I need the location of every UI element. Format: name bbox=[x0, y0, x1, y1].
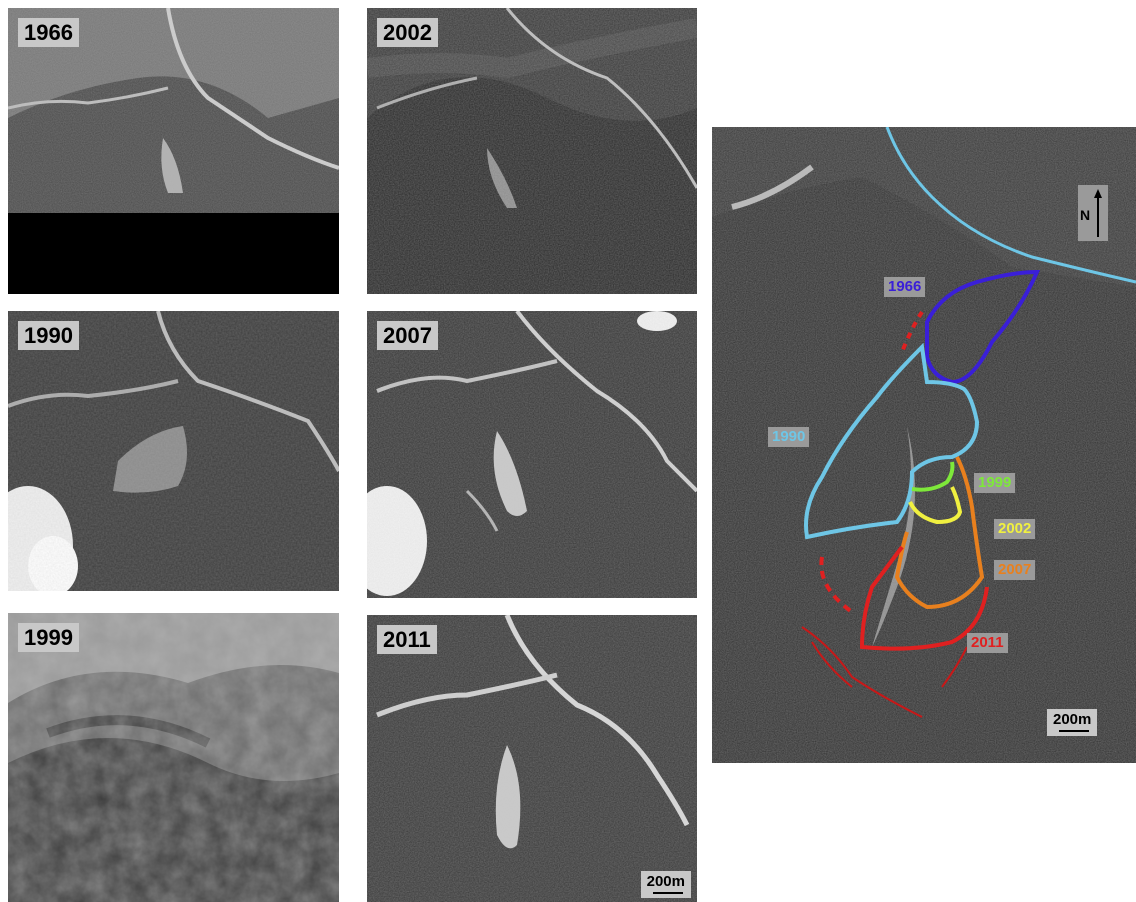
outline-label-2002: 2002 bbox=[994, 519, 1036, 539]
scale-bar: 200m bbox=[640, 871, 691, 898]
photo-panel-1966: 1966 bbox=[8, 8, 339, 294]
year-label: 1999 bbox=[18, 623, 79, 652]
outline-2011 bbox=[859, 545, 989, 651]
aerial-photo-2011 bbox=[367, 615, 697, 902]
outline-label-1966: 1966 bbox=[884, 277, 926, 297]
outline-1990 bbox=[804, 342, 980, 540]
year-label: 2007 bbox=[377, 321, 438, 350]
aerial-photo-2002 bbox=[367, 8, 697, 294]
river-line bbox=[885, 127, 1136, 284]
year-label: 2011 bbox=[377, 625, 437, 654]
overview-map: N 1966 1990 1999 2002 2007 2011 200m bbox=[712, 127, 1136, 763]
photo-panel-1990: 1990 bbox=[8, 311, 339, 591]
map-scale-bar: 200m bbox=[1047, 709, 1098, 736]
outline-label-1999: 1999 bbox=[974, 473, 1016, 493]
year-label: 2002 bbox=[377, 18, 438, 47]
photo-panel-1999: 1999 bbox=[8, 613, 339, 902]
north-label: N bbox=[1080, 207, 1091, 223]
outline-2007 bbox=[894, 456, 985, 610]
outline-2011-dashed bbox=[819, 556, 854, 614]
outline-dashed-north bbox=[900, 310, 924, 353]
scale-line bbox=[652, 892, 683, 894]
north-arrow-icon bbox=[1094, 189, 1102, 237]
photo-panel-2007: 2007 bbox=[367, 311, 697, 598]
north-arrow: N bbox=[1078, 185, 1108, 241]
aerial-photo-1966 bbox=[8, 8, 339, 294]
map-scale-line bbox=[1059, 730, 1089, 732]
outline-1999 bbox=[911, 461, 955, 492]
outline-label-2007: 2007 bbox=[994, 560, 1036, 580]
aerial-photo-1999 bbox=[8, 613, 339, 902]
scale-label: 200m bbox=[646, 873, 685, 890]
photo-panel-2002: 2002 bbox=[367, 8, 697, 294]
year-label: 1966 bbox=[18, 18, 79, 47]
photo-panel-2011: 2011 200m bbox=[367, 615, 697, 902]
outline-label-1990: 1990 bbox=[768, 427, 810, 447]
aerial-photo-1990 bbox=[8, 311, 339, 591]
aerial-photo-2007 bbox=[367, 311, 697, 598]
outline-1966 bbox=[925, 269, 1041, 385]
year-label: 1990 bbox=[18, 321, 79, 350]
outline-2002 bbox=[908, 486, 963, 525]
map-scale-label: 200m bbox=[1053, 711, 1092, 728]
scarp-lines bbox=[801, 626, 968, 718]
outline-label-2011: 2011 bbox=[967, 633, 1008, 653]
